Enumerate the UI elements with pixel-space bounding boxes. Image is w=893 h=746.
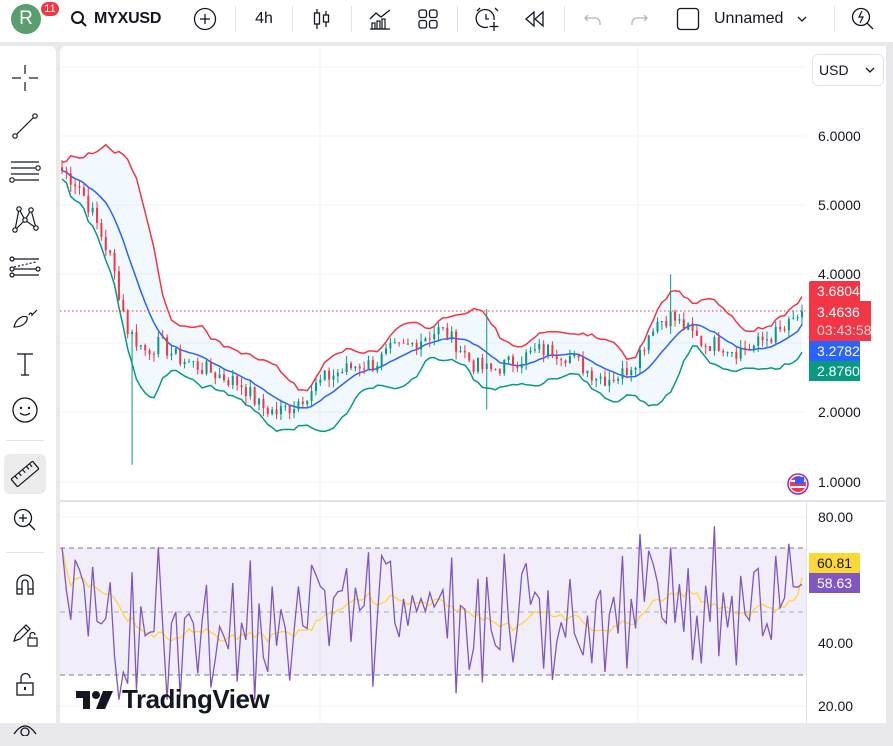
measure-tool[interactable] bbox=[4, 454, 46, 494]
trend-line-tool[interactable] bbox=[4, 106, 46, 146]
basis-line bbox=[61, 170, 803, 409]
symbol-search-button[interactable]: MYXUSD bbox=[70, 0, 170, 38]
pencil-lock-icon bbox=[13, 624, 38, 647]
patterns-tool[interactable] bbox=[4, 200, 46, 240]
crosshair-icon bbox=[12, 65, 38, 91]
divider bbox=[292, 6, 293, 32]
divider bbox=[351, 6, 352, 32]
magnet-icon bbox=[16, 574, 34, 595]
symbol-name: MYXUSD bbox=[94, 10, 162, 27]
divider bbox=[6, 440, 44, 441]
rsi-ma-tag: 60.81 bbox=[809, 553, 860, 573]
text-icon bbox=[17, 353, 33, 376]
rsi-pane bbox=[60, 516, 806, 707]
lock-all-tool[interactable] bbox=[4, 664, 46, 704]
price-tick: 5.0000 bbox=[818, 197, 861, 213]
undo-button[interactable] bbox=[580, 0, 606, 38]
brush-tool[interactable] bbox=[4, 298, 46, 338]
avatar: R bbox=[11, 4, 41, 34]
last-price: 3.4636 bbox=[817, 304, 860, 320]
price-tick: 2.0000 bbox=[818, 404, 861, 420]
basis-tag: 3.2782 bbox=[809, 341, 860, 361]
rsi-tick: 20.00 bbox=[818, 698, 854, 714]
divider bbox=[457, 6, 458, 32]
eye-icon bbox=[13, 725, 37, 736]
divider bbox=[235, 6, 236, 32]
divider bbox=[834, 6, 835, 32]
alert-icon bbox=[475, 7, 499, 31]
layout-name-dropdown[interactable]: Unnamed bbox=[714, 0, 826, 38]
notification-badge: 11 bbox=[39, 0, 61, 18]
compare-symbol-button[interactable] bbox=[190, 0, 220, 38]
us-flag-icon[interactable] bbox=[787, 473, 809, 495]
layout-button[interactable] bbox=[674, 0, 702, 38]
add-symbol-icon bbox=[193, 7, 217, 31]
price-tick: 1.0000 bbox=[818, 474, 861, 490]
crosshair-tool[interactable] bbox=[4, 58, 46, 98]
brush-icon bbox=[13, 309, 38, 328]
tradingview-logo[interactable]: TradingView bbox=[76, 684, 270, 715]
price-tick: 6.0000 bbox=[818, 128, 861, 144]
rsi-tick: 40.00 bbox=[818, 635, 854, 651]
fib-retracement-tool[interactable] bbox=[4, 152, 46, 192]
undo-icon bbox=[584, 14, 601, 25]
upper-band-tag: 3.6804 bbox=[809, 281, 860, 301]
trend-line-icon bbox=[12, 113, 38, 139]
indicators-icon bbox=[369, 9, 391, 30]
drawing-toolbar bbox=[0, 46, 56, 736]
quick-search-icon bbox=[851, 7, 874, 30]
search-icon bbox=[71, 11, 87, 27]
zoom-in-icon bbox=[13, 508, 36, 531]
chevron-down-icon bbox=[797, 16, 807, 22]
price-chart[interactable] bbox=[60, 46, 893, 723]
redo-button[interactable] bbox=[626, 0, 652, 38]
scrollbar[interactable] bbox=[886, 46, 893, 723]
quick-search-button[interactable] bbox=[848, 0, 878, 38]
templates-icon bbox=[418, 9, 438, 29]
lower-band-line bbox=[61, 178, 803, 433]
rsi-tag: 58.63 bbox=[809, 573, 860, 593]
currency-selector[interactable]: USD bbox=[812, 54, 884, 86]
replay-icon bbox=[525, 10, 544, 28]
layout-icon bbox=[676, 7, 700, 31]
patterns-icon bbox=[12, 206, 39, 233]
hide-drawings-tool[interactable] bbox=[4, 706, 46, 746]
top-toolbar: R 11 MYXUSD 4h Unnamed bbox=[0, 0, 893, 42]
zoom-in-tool[interactable] bbox=[4, 500, 46, 540]
upper-band-line bbox=[61, 143, 803, 392]
unlock-icon bbox=[16, 672, 34, 696]
fib-retracement-icon bbox=[9, 161, 41, 183]
chevron-down-icon bbox=[865, 67, 875, 73]
bar-replay-button[interactable] bbox=[522, 0, 548, 38]
bollinger-bands bbox=[61, 143, 803, 433]
chart-type-button[interactable] bbox=[308, 0, 336, 38]
forecast-tool[interactable] bbox=[4, 248, 46, 288]
last-price-tag: 3.4636 03:43:58 bbox=[809, 301, 872, 341]
lower-band-tag: 2.8760 bbox=[809, 361, 860, 381]
text-tool[interactable] bbox=[4, 344, 46, 384]
indicators-button[interactable] bbox=[365, 0, 395, 38]
redo-icon bbox=[631, 14, 648, 25]
tradingview-logo-icon bbox=[76, 690, 113, 709]
rsi-tick: 80.00 bbox=[818, 509, 854, 525]
rsi-line bbox=[61, 526, 803, 700]
price-tick: 4.0000 bbox=[818, 266, 861, 282]
chart-area[interactable]: USD 6.0000 5.0000 4.0000 2.0000 1.0000 3… bbox=[60, 46, 893, 723]
divider bbox=[564, 6, 565, 32]
forecast-icon bbox=[9, 256, 41, 278]
emoji-tool[interactable] bbox=[4, 390, 46, 430]
timeframe-button[interactable]: 4h bbox=[255, 10, 273, 27]
user-avatar[interactable]: R 11 bbox=[8, 0, 61, 38]
bar-countdown: 03:43:58 bbox=[817, 322, 872, 338]
emoji-icon bbox=[12, 397, 38, 423]
ruler-icon bbox=[10, 460, 40, 488]
divider bbox=[6, 552, 44, 553]
create-alert-button[interactable] bbox=[472, 0, 502, 38]
lock-drawings-tool[interactable] bbox=[4, 614, 46, 654]
candles-icon bbox=[313, 9, 330, 29]
templates-button[interactable] bbox=[414, 0, 442, 38]
magnet-tool[interactable] bbox=[4, 564, 46, 604]
candlesticks bbox=[61, 159, 803, 465]
